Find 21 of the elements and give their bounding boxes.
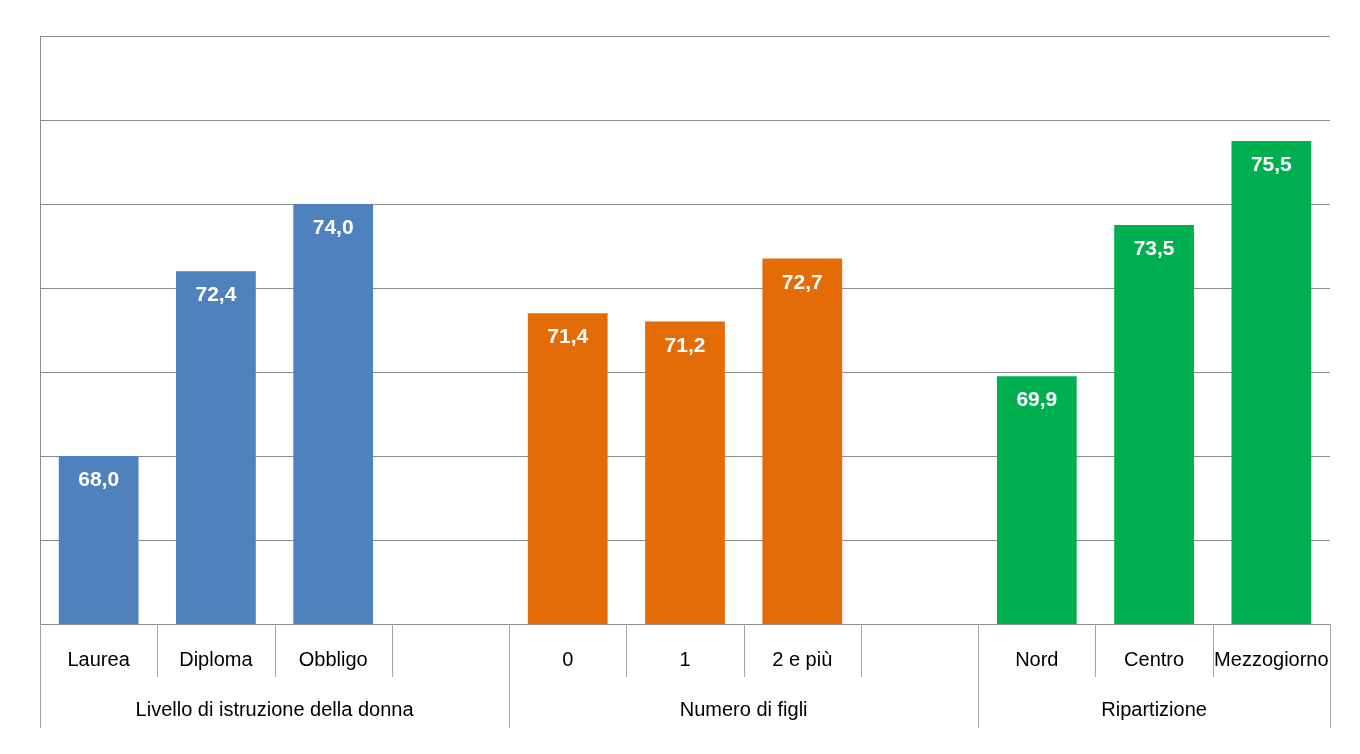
data-label: 73,5 [1133,236,1175,260]
data-label: 72,4 [195,282,237,306]
x-tick-label: 2 e più [772,647,833,670]
x-tick-label: Centro [1124,647,1185,670]
series-label: Numero di figli [679,697,808,720]
x-tick-label: Nord [1015,647,1059,670]
series-label: Livello di istruzione della donna [135,697,415,720]
data-label: 68,0 [78,467,120,491]
series-label: Ripartizione [1101,697,1207,720]
data-label: 71,4 [547,324,589,348]
data-label: 72,7 [781,269,823,293]
x-tick-label: Laurea [67,647,131,670]
x-tick-label: Mezzogiorno [1214,647,1329,670]
x-tick-label: 0 [562,647,574,670]
x-tick-label: Obbligo [298,647,368,670]
x-tick-label: Diploma [179,647,254,670]
data-label: 75,5 [1250,152,1293,176]
data-label: 74,0 [312,215,354,239]
x-tick-label: 1 [679,647,691,670]
data-label: 71,2 [664,332,706,356]
data-label: 69,9 [1016,387,1058,411]
